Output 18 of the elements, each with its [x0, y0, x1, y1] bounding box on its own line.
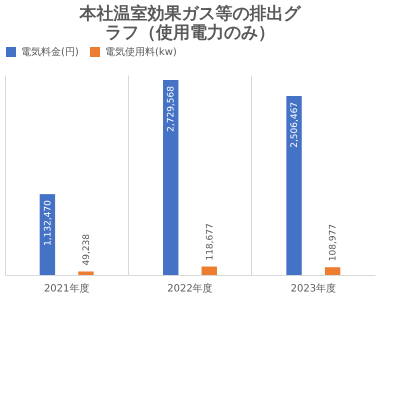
legend-label: 電気使用料(kw) [105, 46, 177, 58]
data-label: 108,977 [328, 224, 339, 262]
bar [202, 266, 217, 275]
bar [78, 271, 94, 275]
legend-label: 電気料金(円) [21, 46, 79, 58]
bar [163, 80, 178, 275]
bar [286, 96, 302, 275]
data-label: 118,677 [205, 223, 216, 261]
bar [40, 194, 56, 275]
x-tick-label: 2022年度 [167, 282, 213, 294]
x-tick-label: 2021年度 [44, 282, 90, 294]
data-label: 1,132,470 [43, 200, 54, 246]
data-label: 49,238 [82, 234, 92, 266]
data-label: 2,729,568 [166, 86, 177, 132]
data-label: 2,506,467 [290, 102, 300, 148]
chart-title: 本社温室効果ガス等の排出グラフ（使用電力のみ） [78, 4, 302, 43]
bar [324, 267, 340, 275]
x-tick-label: 2023年度 [290, 282, 336, 294]
